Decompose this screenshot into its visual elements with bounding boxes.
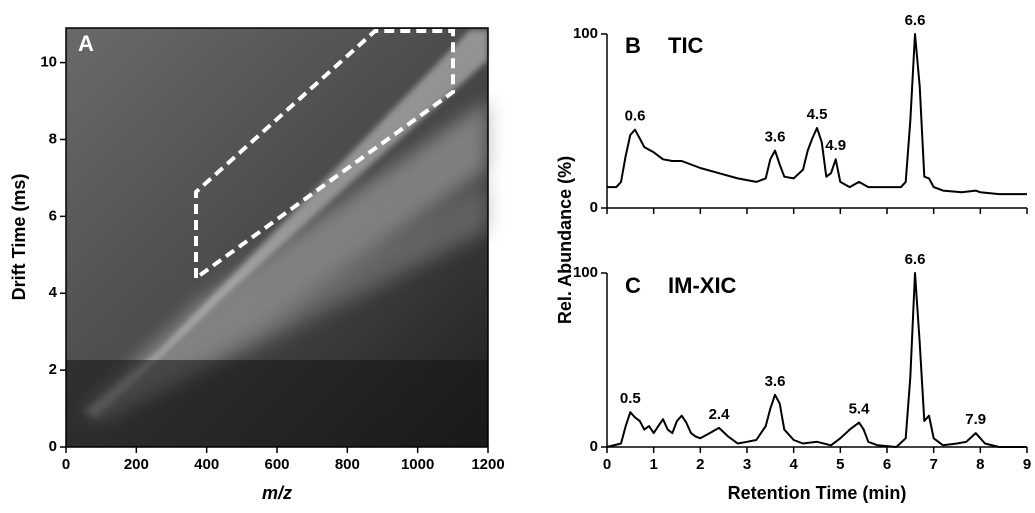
y-tick-label: 6 xyxy=(49,207,57,224)
y-tick-label: 100 xyxy=(573,25,598,42)
x-tick-label: 8 xyxy=(976,456,984,473)
x-tick-label: 9 xyxy=(1023,456,1031,473)
y-tick-label: 4 xyxy=(49,284,58,301)
x-tick-label: 6 xyxy=(883,456,891,473)
x-axis-label: m/z xyxy=(262,483,292,503)
panel-title: IM-XIC xyxy=(668,273,737,298)
x-tick-label: 4 xyxy=(789,456,798,473)
y-tick-label: 0 xyxy=(590,438,598,455)
panel-label: C xyxy=(625,273,641,298)
panel-title: TIC xyxy=(668,33,704,58)
x-tick-label: 0 xyxy=(603,456,611,473)
x-tick-label: 200 xyxy=(124,456,149,473)
peak-label: 7.9 xyxy=(965,411,986,428)
peak-label: 0.5 xyxy=(620,390,641,407)
peak-label: 6.6 xyxy=(905,251,926,268)
peak-label: 4.9 xyxy=(825,137,846,154)
line-series xyxy=(607,33,1027,196)
x-tick-label: 1200 xyxy=(471,456,504,473)
y-tick-label: 10 xyxy=(40,54,57,71)
x-tick-label: 600 xyxy=(264,456,289,473)
peak-label: 5.4 xyxy=(849,401,871,418)
y-tick-label: 8 xyxy=(49,130,57,147)
selection-region xyxy=(194,29,455,282)
panel-label: A xyxy=(78,31,94,56)
x-tick-label: 1000 xyxy=(401,456,434,473)
heatmap-image xyxy=(65,27,489,448)
peak-label: 6.6 xyxy=(905,12,926,29)
x-tick-label: 2 xyxy=(696,456,704,473)
panel-label: B xyxy=(625,33,641,58)
peak-label: 4.5 xyxy=(807,106,828,123)
peak-label: 3.6 xyxy=(765,129,786,146)
y-tick-label: 100 xyxy=(573,264,598,281)
line-series xyxy=(606,272,1027,448)
y-tick-label: 2 xyxy=(49,361,57,378)
x-tick-label: 1 xyxy=(649,456,657,473)
x-tick-label: 400 xyxy=(194,456,219,473)
y-tick-label: 0 xyxy=(590,199,598,216)
y-axis-label: Drift Time (ms) xyxy=(9,174,29,301)
x-axis-label: Retention Time (min) xyxy=(728,483,907,503)
peak-label: 0.6 xyxy=(625,108,646,125)
peak-label: 3.6 xyxy=(765,373,786,390)
peak-label: 2.4 xyxy=(709,406,731,423)
x-tick-label: 0 xyxy=(62,456,70,473)
y-tick-label: 0 xyxy=(49,438,57,455)
x-tick-label: 7 xyxy=(929,456,937,473)
y-axis-label: Rel. Abundance (%) xyxy=(555,156,575,324)
x-tick-label: 800 xyxy=(335,456,360,473)
x-tick-label: 3 xyxy=(743,456,751,473)
x-tick-label: 5 xyxy=(836,456,844,473)
